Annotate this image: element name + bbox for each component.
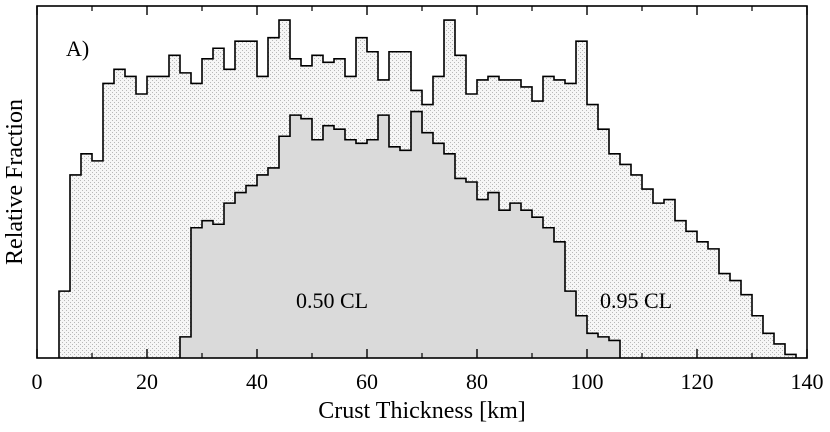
- histogram-bar-s1-11: [301, 118, 313, 358]
- histogram-bar-s0-12: [191, 83, 203, 358]
- histogram-bar-s1-31: [521, 210, 533, 358]
- histogram-bar-s0-44: [543, 76, 555, 359]
- histogram-bar-s0-46: [565, 83, 577, 358]
- histogram-bar-s0-6: [125, 76, 137, 359]
- histogram-bar-s1-29: [499, 210, 511, 358]
- histogram-bar-s1-24: [444, 153, 456, 358]
- histogram-bar-s0-50: [609, 153, 621, 358]
- x-axis-label: Crust Thickness [km]: [318, 398, 526, 424]
- histogram-bar-s0-49: [598, 129, 610, 358]
- annotation-050-cl: 0.50 CL: [296, 288, 368, 313]
- histogram-bar-s1-0: [180, 336, 192, 358]
- histogram-bar-s1-1: [191, 227, 203, 358]
- histogram-bar-s1-21: [411, 111, 423, 358]
- histogram-bar-s0-8: [147, 76, 159, 359]
- histogram-bar-s1-14: [334, 129, 346, 358]
- histogram-bar-s0-45: [554, 79, 566, 359]
- histogram-bar-s1-3: [213, 224, 225, 358]
- histogram-bar-s0-65: [774, 343, 786, 358]
- histogram-bar-s1-12: [312, 139, 324, 358]
- histogram-bar-s1-33: [543, 227, 555, 358]
- histogram-bar-s0-54: [653, 203, 665, 358]
- histogram-bar-s1-10: [290, 115, 302, 359]
- histogram-bar-s1-25: [455, 178, 467, 358]
- histogram-bar-s1-37: [587, 333, 599, 358]
- histogram-bar-s0-1: [70, 174, 82, 358]
- histogram-bar-s1-22: [422, 132, 434, 358]
- histogram-bar-s1-2: [202, 220, 214, 358]
- histogram-bar-s1-38: [598, 336, 610, 358]
- annotation-095-cl: 0.95 CL: [600, 288, 672, 313]
- histogram-bar-s0-4: [103, 83, 115, 358]
- x-tick-label-120: 120: [681, 369, 714, 394]
- histogram-bar-s1-19: [389, 146, 401, 358]
- histogram-bar-s1-26: [466, 182, 478, 358]
- histogram-bar-s0-63: [752, 315, 764, 358]
- histogram-bar-s0-9: [158, 76, 170, 359]
- histogram-bar-s0-7: [136, 94, 148, 358]
- histogram-bar-s0-3: [92, 160, 104, 358]
- histogram-bar-s0-62: [741, 294, 753, 358]
- panel-label: A): [66, 36, 89, 61]
- histogram-bar-s0-53: [642, 189, 654, 358]
- histogram-bar-s0-55: [664, 199, 676, 358]
- histogram-bar-s0-57: [686, 231, 698, 358]
- histogram-bar-s0-56: [675, 220, 687, 358]
- histogram-bar-s0-60: [719, 273, 731, 358]
- x-tick-label-0: 0: [32, 369, 43, 394]
- histogram-bar-s1-20: [400, 150, 412, 358]
- histogram-bar-s1-5: [235, 192, 247, 358]
- histogram-bar-s1-16: [356, 143, 368, 358]
- histogram-bar-s1-32: [532, 217, 544, 358]
- histogram-outline-s1: [179, 110, 621, 358]
- histogram-bar-s0-58: [697, 241, 709, 358]
- histogram-bar-s1-36: [576, 315, 588, 358]
- histogram-bar-s1-30: [510, 203, 522, 358]
- histogram-bar-s0-14: [213, 48, 225, 359]
- histogram-bar-s0-5: [114, 69, 126, 359]
- histogram-bar-s1-27: [477, 199, 489, 358]
- histogram-bar-s0-66: [785, 354, 797, 358]
- histogram-bar-s1-4: [224, 203, 236, 358]
- histogram-bar-s1-28: [488, 192, 500, 358]
- histogram-bar-s0-11: [180, 72, 192, 358]
- x-tick-label-20: 20: [136, 369, 158, 394]
- x-tick-label-80: 80: [466, 369, 488, 394]
- y-axis-label: Relative Fraction: [2, 99, 28, 265]
- histogram-bar-s1-17: [367, 139, 379, 358]
- histogram-bar-s0-59: [708, 248, 720, 358]
- x-tick-label-40: 40: [246, 369, 268, 394]
- histogram-bar-s1-39: [609, 340, 621, 358]
- histogram-bar-s1-23: [433, 143, 445, 358]
- histogram-bar-s1-18: [378, 115, 390, 359]
- histogram-bar-s0-47: [576, 41, 588, 358]
- series-0.50-cl-histogram: [179, 110, 621, 359]
- histogram-bar-s0-2: [81, 153, 93, 358]
- histogram-bar-s1-9: [279, 136, 291, 358]
- histogram-bar-s0-51: [620, 164, 632, 358]
- x-tick-label-140: 140: [791, 369, 824, 394]
- histogram-bar-s0-64: [763, 333, 775, 358]
- x-tick-label-100: 100: [571, 369, 604, 394]
- histogram-bar-s1-34: [554, 241, 566, 358]
- histogram-outline-s0: [58, 19, 797, 358]
- histogram-bar-s0-13: [202, 58, 214, 359]
- histogram-bar-s1-15: [345, 139, 357, 358]
- histogram-bar-s0-0: [59, 291, 71, 358]
- x-tick-label-60: 60: [356, 369, 378, 394]
- histogram-bar-s0-52: [631, 174, 643, 358]
- histogram-bar-s1-6: [246, 185, 258, 358]
- histogram-bar-s0-48: [587, 104, 599, 358]
- histogram-bar-s1-13: [323, 125, 335, 359]
- histogram-bar-s1-35: [565, 291, 577, 358]
- histogram-bar-s1-8: [268, 167, 280, 358]
- histogram-bar-s0-10: [169, 55, 181, 358]
- histogram-bar-s0-61: [730, 280, 742, 358]
- x-axis-ticks: 0 20 40 60 80 100 120 140: [32, 6, 824, 394]
- histogram-bar-s1-7: [257, 174, 269, 358]
